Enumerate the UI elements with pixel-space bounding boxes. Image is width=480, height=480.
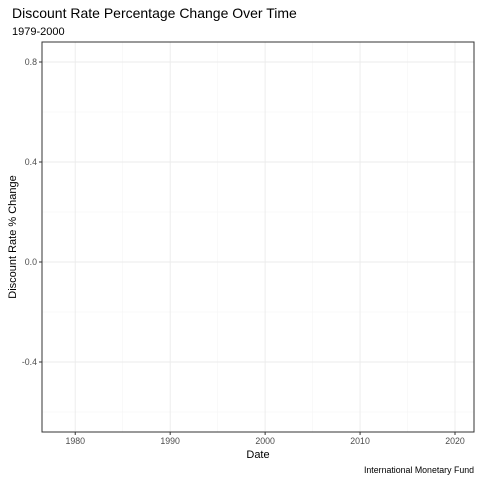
y-tick-label: 0.4 <box>25 157 37 167</box>
x-tick-label: 1980 <box>65 436 85 446</box>
chart-subtitle: 1979-2000 <box>12 26 65 38</box>
x-axis-title: Date <box>246 449 269 461</box>
y-tick-label: 0.0 <box>25 257 37 267</box>
x-tick-label: 2010 <box>350 436 370 446</box>
y-tick-label: 0.8 <box>25 57 37 67</box>
y-tick-label: -0.4 <box>22 357 37 367</box>
y-axis-title: Discount Rate % Change <box>7 175 19 299</box>
chart-title: Discount Rate Percentage Change Over Tim… <box>12 5 297 21</box>
chart-caption: International Monetary Fund <box>364 465 474 475</box>
x-tick-label: 1990 <box>160 436 180 446</box>
x-tick-label: 2000 <box>255 436 275 446</box>
x-tick-label: 2020 <box>445 436 465 446</box>
